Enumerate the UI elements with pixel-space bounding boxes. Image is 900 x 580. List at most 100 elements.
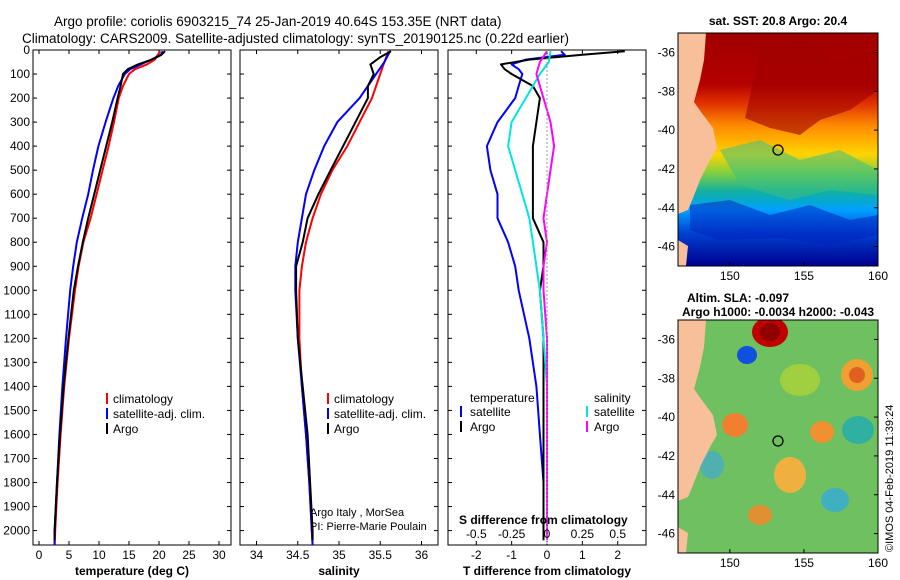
depth-tick-label: 1200 [3,331,30,345]
temperature-legend: climatology satellite-adj. clim. Argo [106,392,205,436]
s-difference-ticks: -0.5 -0.25 0 0.25 0.5 [466,527,626,541]
depth-tick-label: 900 [10,259,30,273]
sla-float-marker [772,435,784,447]
map-x-tick-label: 160 [868,556,888,570]
map-y-tick-label: -36 [658,45,676,59]
x-tick-label: 30 [212,548,226,562]
legend-satellite-adj: satellite-adj. clim. [334,407,426,421]
series-line-temperature-satellite [485,50,566,541]
legend-temperature-title: temperature [470,391,535,405]
header-line-2: Climatology: CARS2009. Satellite-adjuste… [22,31,569,46]
depth-tick-label: 700 [10,211,30,225]
depth-tick-label: 1800 [3,476,30,490]
series-line-temperature-argo [500,50,625,541]
s-tick-label: 0.5 [609,527,626,541]
s-difference-label: S difference from climatology [459,513,628,527]
depth-tick-label: 1100 [4,307,30,321]
map-y-tick-label: -46 [658,240,676,254]
depth-tick-label: 500 [10,163,30,177]
x-tick-label: 0 [36,548,43,562]
depth-tick-label: 1900 [3,500,30,514]
x-tick-label: 10 [92,548,106,562]
x-tick-label: -1 [506,548,517,562]
depth-tick-label: 2000 [3,524,30,538]
map-x-tick-label: 150 [720,556,740,570]
x-tick-label: 1 [579,548,586,562]
map-y-tick-label: -42 [658,162,676,176]
map-y-tick-label: -36 [658,332,676,346]
depth-tick-label: 1000 [3,283,30,297]
sst-axes: 150 155 160 -36 -38 -40 -42 -44 -46 [658,45,889,283]
map-x-tick-label: 155 [794,556,814,570]
credit-line-1: Argo Italy , MorSea [310,507,405,519]
map-x-tick-label: 160 [868,269,888,283]
sla-title-line-2: Argo h1000: -0.0034 h2000: -0.043 [682,305,874,319]
sla-axes: 150 155 160 -36 -38 -40 -42 -44 -46 [658,332,889,570]
s-tick-label: 0.25 [571,527,595,541]
map-x-tick-label: 155 [794,269,814,283]
temperature-panel [32,49,232,546]
x-tick-label: 0 [544,548,551,562]
depth-tick-label: 200 [10,91,30,105]
legend-temp-satellite: satellite [470,405,511,419]
depth-tick-label: 1600 [3,427,30,441]
x-tick-label: 25 [182,548,196,562]
map-y-tick-label: -40 [658,410,676,424]
depth-tick-label: 600 [10,187,30,201]
credit-line-2: PI: Pierre-Marie Poulain [310,521,427,533]
s-tick-label: 0 [544,527,551,541]
header-line-1: Argo profile: coriolis 6903215_74 25-Jan… [54,14,502,29]
salinity-legend: climatology satellite-adj. clim. Argo [327,392,426,436]
depth-tick-label: 1400 [3,379,30,393]
x-tick-label: 35 [332,548,346,562]
legend-climatology: climatology [113,392,173,406]
x-tick-label: 15 [122,548,136,562]
difference-legend: temperature satellite Argo salinity sate… [460,391,635,434]
legend-climatology: climatology [334,392,394,406]
sst-float-marker [772,144,784,156]
depth-tick-label: 300 [10,115,30,129]
salinity-plot: 34 34.5 35 35.5 36 [250,50,428,562]
depth-tick-label: 800 [10,235,30,249]
x-tick-label: 34 [250,548,264,562]
map-y-tick-label: -38 [658,371,676,385]
difference-plot: -2 -1 0 1 2 [471,50,625,562]
sla-title-line-1: Altim. SLA: -0.097 [687,291,789,305]
depth-tick-label: 400 [10,139,30,153]
s-tick-label: -0.5 [466,527,487,541]
map-x-tick-label: 150 [720,269,740,283]
legend-argo: Argo [334,422,360,436]
x-tick-label: 34.5 [286,548,310,562]
salinity-xlabel: salinity [318,564,360,578]
difference-xlabel: T difference from climatology [463,564,631,578]
legend-temp-argo: Argo [470,420,496,434]
salinity-panel [239,49,439,546]
temperature-xlabel: temperature (deg C) [75,564,189,578]
map-y-tick-label: -42 [658,449,676,463]
sla-map [678,320,878,553]
temperature-plot: 0 5 10 15 20 25 30 [36,50,226,562]
legend-satellite-adj: satellite-adj. clim. [113,407,205,421]
depth-tick-label: 1700 [3,451,30,465]
depth-tick-label: 100 [10,67,30,81]
map-y-tick-label: -40 [658,123,676,137]
x-tick-label: 35.5 [369,548,393,562]
sst-map-frame [677,32,879,267]
legend-salinity-title: salinity [594,391,631,405]
imos-stamp: ©IMOS 04-Feb-2019 11:39:24 [884,405,896,552]
map-y-tick-label: -44 [658,201,676,215]
sst-map [678,33,878,266]
x-tick-label: 20 [152,548,166,562]
legend-sal-argo: Argo [594,420,620,434]
depth-axis: 0 100 200 300 400 500 600 700 800 900 1000 1100 1200… [3,43,646,538]
x-tick-label: 5 [66,548,73,562]
depth-tick-label: 1500 [3,403,30,417]
series-line-argo [53,50,166,541]
depth-tick-label: 1300 [3,355,30,369]
legend-sal-satellite: satellite [594,405,635,419]
map-y-tick-label: -38 [658,84,676,98]
series-line-satellite-adj-clim- [294,50,391,546]
x-tick-label: 2 [614,548,621,562]
map-y-tick-label: -46 [658,527,676,541]
